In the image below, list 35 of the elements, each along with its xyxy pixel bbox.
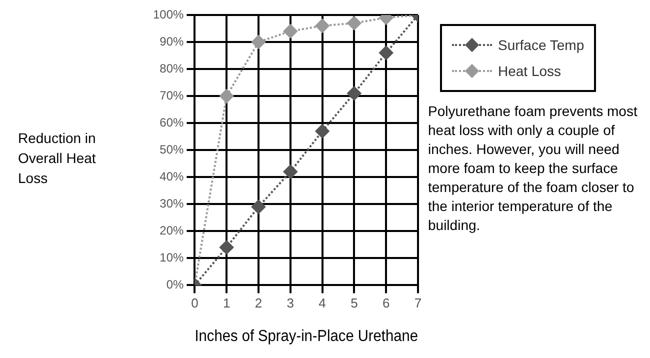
y-tick-label: 90% xyxy=(160,34,184,48)
y-axis-title: Reduction in Overall Heat Loss xyxy=(18,129,97,188)
x-axis-title: Inches of Spray-in-Place Urethane xyxy=(194,327,418,345)
point xyxy=(379,46,394,60)
point xyxy=(283,24,298,38)
x-tick-label: 6 xyxy=(382,296,390,311)
y-tick-label: 20% xyxy=(160,223,184,238)
legend-label: Heat Loss xyxy=(498,63,562,79)
legend-label: Surface Temp xyxy=(498,37,584,53)
y-tick-label: 0% xyxy=(166,278,184,292)
x-tick-label: 4 xyxy=(318,296,326,311)
x-tick-label: 0 xyxy=(191,296,198,311)
point xyxy=(251,35,266,50)
y-tick-label: 30% xyxy=(160,196,184,210)
y-tick-label: 50% xyxy=(160,142,184,156)
y-tick-label: 60% xyxy=(160,115,184,130)
x-tick-label: 2 xyxy=(254,296,262,311)
point xyxy=(347,86,362,100)
point xyxy=(315,18,330,33)
x-tick-label: 7 xyxy=(414,296,422,311)
point xyxy=(220,89,234,104)
y-tick-label: 100% xyxy=(152,7,184,22)
x-tick-label: 1 xyxy=(222,296,230,311)
point xyxy=(251,200,266,214)
y-tick-label: 70% xyxy=(160,88,184,102)
y-tick-label: 40% xyxy=(160,169,184,184)
point xyxy=(220,240,234,254)
point xyxy=(283,164,298,179)
y-tick-label: 10% xyxy=(160,250,184,264)
point xyxy=(315,124,330,138)
x-tick-label: 3 xyxy=(286,296,294,311)
x-tick-label: 5 xyxy=(350,296,358,311)
y-tick-label: 80% xyxy=(160,61,184,76)
text: Polyurethane foam prevents most heat loss with only a couple of inches. However, you will need more foam to keep the surface temperature of the foam closer to the interior temperature of the building. xyxy=(428,102,638,235)
point xyxy=(347,16,362,30)
